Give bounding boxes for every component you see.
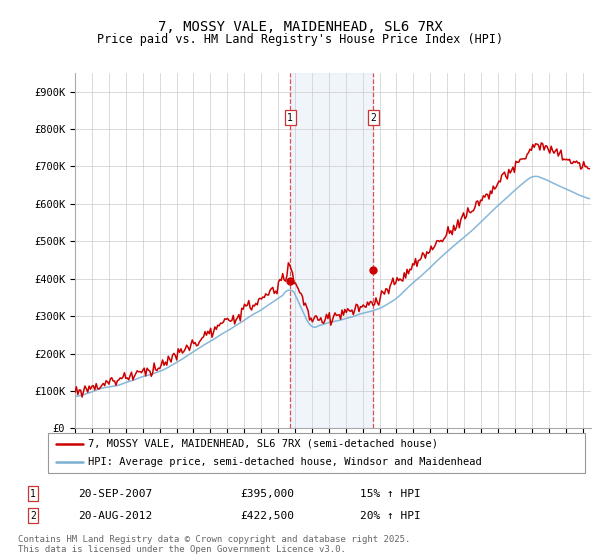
- FancyBboxPatch shape: [48, 433, 585, 473]
- Text: 15% ↑ HPI: 15% ↑ HPI: [360, 489, 421, 498]
- Text: 20-AUG-2012: 20-AUG-2012: [78, 511, 152, 521]
- Text: 1: 1: [287, 113, 293, 123]
- Text: 20-SEP-2007: 20-SEP-2007: [78, 489, 152, 498]
- Text: 2: 2: [370, 113, 376, 123]
- Text: Contains HM Land Registry data © Crown copyright and database right 2025.
This d: Contains HM Land Registry data © Crown c…: [18, 535, 410, 554]
- Text: 7, MOSSY VALE, MAIDENHEAD, SL6 7RX (semi-detached house): 7, MOSSY VALE, MAIDENHEAD, SL6 7RX (semi…: [88, 439, 438, 449]
- Text: 7, MOSSY VALE, MAIDENHEAD, SL6 7RX: 7, MOSSY VALE, MAIDENHEAD, SL6 7RX: [158, 20, 442, 34]
- Text: £422,500: £422,500: [240, 511, 294, 521]
- Text: Price paid vs. HM Land Registry's House Price Index (HPI): Price paid vs. HM Land Registry's House …: [97, 32, 503, 46]
- Text: HPI: Average price, semi-detached house, Windsor and Maidenhead: HPI: Average price, semi-detached house,…: [88, 458, 482, 467]
- Bar: [290, 73, 373, 428]
- Text: 20% ↑ HPI: 20% ↑ HPI: [360, 511, 421, 521]
- Text: £395,000: £395,000: [240, 489, 294, 498]
- Text: 2: 2: [30, 511, 36, 521]
- Text: 1: 1: [30, 489, 36, 498]
